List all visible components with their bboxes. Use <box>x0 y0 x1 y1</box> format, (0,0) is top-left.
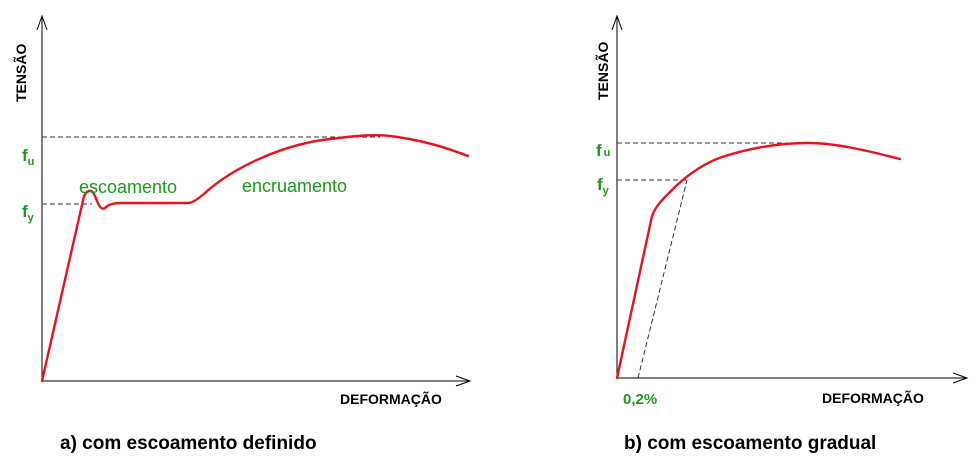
x-axis-arrowhead-a <box>455 375 472 387</box>
hardening-label-a: encruamento <box>242 176 347 196</box>
fu-label-a: fu <box>22 146 34 168</box>
y-axis-label-a: TENSÃO <box>12 44 29 102</box>
caption-a: a) com escoamento definido <box>60 433 317 454</box>
fy-label-a: fy <box>22 202 35 224</box>
x-axis-label-a: DEFORMAÇÃO <box>340 390 442 407</box>
y-axis-label-b: TENSÃO <box>594 42 611 100</box>
stress-strain-curve-a <box>40 134 470 383</box>
offset-label-b: 0,2% <box>623 391 657 408</box>
x-axis-label-b: DEFORMAÇÃO <box>822 389 924 406</box>
yield-label-a: escoamento <box>79 177 177 197</box>
panel-a: TENSÃO DEFORMAÇÃO fu fy escoamento encru… <box>12 14 472 454</box>
x-axis-arrowhead-b <box>952 372 969 384</box>
y-axis-arrowhead-a <box>36 14 48 31</box>
stress-strain-curve-b <box>615 141 902 380</box>
y-axis-arrowhead-b <box>611 14 623 31</box>
caption-b: b) com escoamento gradual <box>624 433 876 454</box>
offset-dashed-line-b <box>637 179 688 379</box>
fy-label-b: fy <box>597 175 610 197</box>
